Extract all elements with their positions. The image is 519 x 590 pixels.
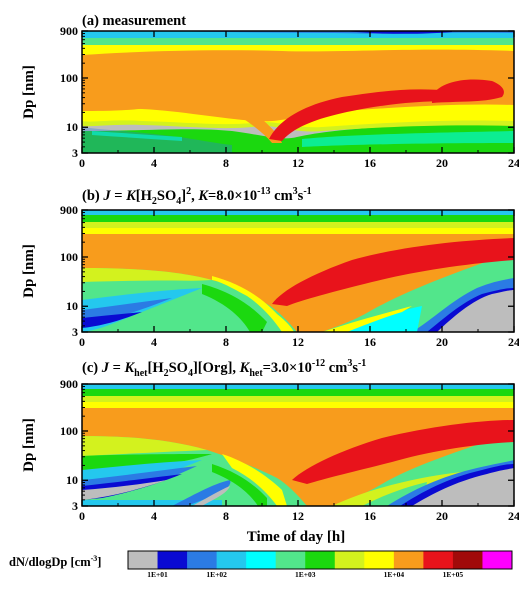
colorbar-tick-label: 1E+01 [147, 570, 168, 579]
x-tick-label-b: 12 [292, 335, 304, 349]
colorbar-swatch [128, 551, 159, 569]
y-tick-label-b: 3 [72, 325, 78, 339]
y-tick-label-b: 10 [66, 299, 78, 313]
y-tick-label-c: 10 [66, 473, 78, 487]
panel-b-gray-region [437, 290, 514, 332]
colorbar-swatch [452, 551, 483, 569]
x-tick-label-c: 8 [223, 509, 229, 523]
x-tick-label-a: 24 [508, 156, 519, 170]
x-tick-label-b: 20 [436, 335, 448, 349]
x-tick-label-b: 16 [364, 335, 376, 349]
x-tick-label-b: 8 [223, 335, 229, 349]
x-tick-label-b: 0 [79, 335, 85, 349]
colorbar-swatch [246, 551, 277, 569]
y-tick-label-a: 10 [66, 120, 78, 134]
panel-a-orange-band [82, 49, 514, 122]
x-tick-label-a: 16 [364, 156, 376, 170]
x-tick-label-c: 0 [79, 509, 85, 523]
x-tick-label-a: 0 [79, 156, 85, 170]
colorbar-swatch [305, 551, 336, 569]
panel-c-gray-region [412, 468, 514, 506]
x-tick-label-c: 20 [436, 509, 448, 523]
x-tick-label-c: 24 [508, 509, 519, 523]
panel-b-red-band [272, 238, 514, 306]
colorbar-swatch [275, 551, 306, 569]
y-tick-label-c: 100 [60, 424, 78, 438]
colorbar-tick-label: 1E+03 [295, 570, 316, 579]
x-tick-label-a: 8 [223, 156, 229, 170]
panel-a-red-band [269, 89, 452, 141]
x-tick-label-c: 16 [364, 509, 376, 523]
y-tick-label-a: 900 [60, 24, 78, 38]
colorbar-swatch [157, 551, 188, 569]
x-axis-label: Time of day [h] [247, 529, 345, 545]
y-tick-label-a: 3 [72, 146, 78, 160]
y-tick-label-c: 3 [72, 499, 78, 513]
y-tick-label-c: 900 [60, 377, 78, 391]
colorbar: 1E+01 1E+02 1E+03 1E+04 1E+05 [127, 550, 513, 579]
colorbar-swatch [393, 551, 424, 569]
x-tick-label-b: 24 [508, 335, 519, 349]
colorbar-border [127, 550, 513, 570]
y-axis-label-a: Dp [nm] [21, 65, 37, 119]
panel-b-title: (b) J = K[H2SO4]2, K=8.0×10-13 cm3s-1 [82, 186, 312, 207]
x-tick-label-a: 4 [151, 156, 157, 170]
x-tick-label-a: 20 [436, 156, 448, 170]
colorbar-swatch [423, 551, 454, 569]
panel-c-title: (c) J = Khet[H2SO4][Org], Khet=3.0×10-12… [82, 358, 366, 379]
panel-c-gray-left [82, 480, 167, 500]
panel-c-red-band [292, 420, 514, 484]
y-axis-label-c: Dp [nm] [21, 418, 37, 472]
y-tick-label-b: 900 [60, 203, 78, 217]
panel-a-plot [81, 30, 515, 154]
colorbar-swatch [364, 551, 395, 569]
colorbar-tick-label: 1E+05 [443, 570, 464, 579]
colorbar-swatch [482, 551, 513, 569]
x-tick-label-b: 4 [151, 335, 157, 349]
x-tick-label-c: 4 [151, 509, 157, 523]
panel-b-plot [81, 209, 515, 333]
y-tick-label-a: 100 [60, 71, 78, 85]
panel-a-title: (a) measurement [82, 13, 186, 29]
colorbar-swatch [216, 551, 247, 569]
colorbar-tick-label: 1E+04 [384, 570, 405, 579]
x-tick-label-c: 12 [292, 509, 304, 523]
y-axis-label-b: Dp [nm] [21, 244, 37, 298]
colorbar-swatch [334, 551, 365, 569]
colorbar-tick-label: 1E+02 [206, 570, 227, 579]
y-tick-label-b: 100 [60, 250, 78, 264]
colorbar-swatch [187, 551, 218, 569]
panel-c-orange-band [82, 408, 514, 506]
x-tick-label-a: 12 [292, 156, 304, 170]
colorbar-label: dN/dlogDp [cm-3] [9, 554, 101, 569]
panel-c-plot [81, 383, 515, 507]
